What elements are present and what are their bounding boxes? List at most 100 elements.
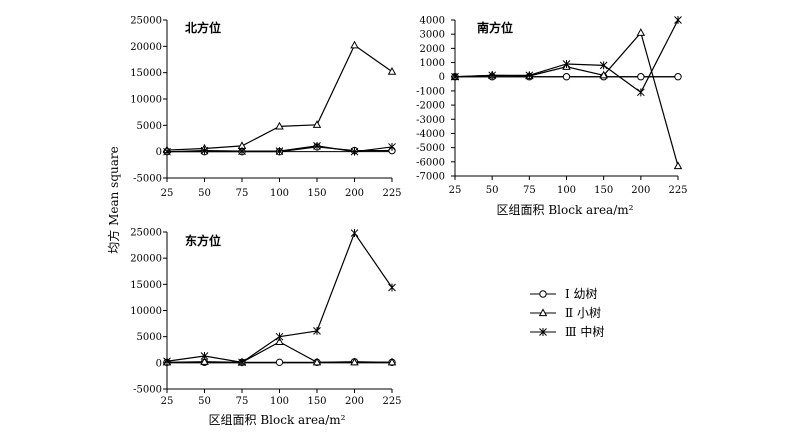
north-series-3-point-4 (313, 141, 321, 150)
legend: Ⅰ 幼树 Ⅱ 小树 Ⅲ 中树 (530, 286, 604, 339)
north-series-2-point-5 (350, 40, 359, 49)
south-series-3-point-5 (636, 88, 645, 97)
south-y-tick-label-5: -2000 (416, 101, 445, 112)
legend-label-3: Ⅲ 中树 (565, 324, 604, 339)
south-series-2-line (454, 31, 679, 167)
south-x-tick-label-4: 150 (594, 185, 613, 196)
south-y-tick-label-0: -7000 (416, 172, 445, 183)
y-axis-label: 均方 Mean square (106, 146, 121, 253)
north-x-tick-label-3: 100 (270, 188, 289, 199)
north-series-3-point-5 (350, 147, 359, 156)
south-y-tick-label-10: 3000 (420, 30, 445, 41)
legend-label-2: Ⅱ 小树 (565, 305, 601, 320)
east-x-tick-label-4: 150 (307, 396, 326, 407)
north-y-tick-label-5: 20000 (130, 42, 162, 53)
south-series-1-point-5 (637, 73, 645, 81)
north-x-tick-label-1: 50 (198, 188, 211, 199)
north-x-tick-label-4: 150 (307, 188, 326, 199)
north-series-2-point-4 (312, 120, 322, 128)
north-x-tick-label-5: 200 (345, 188, 364, 199)
north-series-3-point-2 (238, 147, 246, 156)
east-series-2-point-5 (350, 357, 359, 366)
panel-north: -5000 0 5000 10000 15000 20000 25000 25 50 75 100 1… (130, 16, 401, 200)
east-x-tick-label-2: 75 (236, 396, 249, 407)
x-axis-label-east: 区组面积 Block area/m² (209, 413, 346, 427)
east-y-tick-label-4: 15000 (130, 280, 162, 291)
east-series-2-point-1 (200, 357, 209, 365)
south-series-3-point-3 (562, 59, 571, 68)
legend-item-1: Ⅰ 幼树 (530, 286, 598, 301)
south-y-tick-label-11: 4000 (420, 16, 445, 27)
panel-east: -5000 0 5000 10000 15000 20000 25000 25 50 75 100 1… (130, 228, 401, 408)
east-series-1-point-3 (275, 358, 284, 367)
east-x-tick-label-6: 225 (382, 396, 401, 407)
south-x-tick-label-1: 50 (486, 185, 499, 196)
east-series-3-point-6 (388, 283, 396, 292)
east-x-tick-label-1: 50 (198, 396, 211, 407)
north-series-2-point-3 (275, 121, 284, 130)
south-series-1-point-3 (562, 73, 571, 81)
south-series-2-point-6 (673, 161, 683, 170)
east-series-3-point-0 (163, 357, 171, 366)
x-axis-label-south: 区组面积 Block area/m² (497, 203, 634, 217)
legend-item-2: Ⅱ 小树 (530, 305, 601, 320)
south-y-tick-label-3: -4000 (416, 129, 445, 140)
south-y-tick-label-8: 1000 (420, 58, 445, 69)
south-series-3-point-2 (525, 71, 534, 80)
south-series-3-point-4 (599, 61, 608, 70)
east-y-tick-label-2: 5000 (137, 332, 162, 343)
east-series-3-point-5 (350, 229, 359, 238)
north-y-tick-label-6: 25000 (130, 16, 162, 27)
east-x-tick-label-0: 25 (161, 396, 174, 407)
south-series-3-point-0 (451, 72, 459, 81)
east-series-3-point-3 (275, 332, 284, 341)
east-y-tick-label-1: 0 (156, 358, 162, 369)
east-series-3-point-4 (313, 326, 321, 335)
panel-south: -7000 -6000 -5000 -4000 -3000 -2000 -1000 0 1000… (416, 16, 687, 197)
legend-item-3: Ⅲ 中树 (530, 324, 604, 339)
north-x-tick-label-6: 225 (382, 188, 401, 199)
south-x-tick-label-3: 100 (557, 185, 576, 196)
east-y-tick-label-6: 25000 (130, 228, 162, 239)
north-y-tick-label-3: 10000 (130, 95, 162, 106)
east-x-tick-label-5: 200 (345, 396, 364, 407)
south-y-tick-label-4: -3000 (416, 115, 445, 126)
south-x-tick-label-6: 225 (668, 185, 687, 196)
south-x-tick-label-5: 200 (631, 185, 650, 196)
north-y-tick-label-0: -5000 (133, 174, 162, 185)
south-series-2-point-5 (636, 28, 646, 36)
east-y-tick-label-3: 10000 (130, 306, 162, 317)
south-y-tick-label-1: -6000 (416, 157, 445, 168)
south-y-tick-label-9: 2000 (420, 44, 445, 55)
east-series-2-point-6 (387, 357, 397, 366)
north-y-tick-label-1: 0 (156, 147, 162, 158)
legend-marker-2 (538, 308, 548, 317)
south-series-3-point-1 (488, 71, 497, 80)
north-series-3-point-3 (275, 147, 284, 156)
east-panel-title: 东方位 (185, 233, 221, 248)
north-series-2-line (166, 44, 393, 151)
north-series-3-point-1 (200, 146, 209, 155)
east-series-3-point-1 (200, 352, 209, 361)
south-y-tick-label-6: -1000 (416, 86, 445, 97)
east-series-2-point-4 (312, 357, 322, 366)
north-panel-title: 北方位 (185, 20, 221, 35)
north-y-tick-label-2: 5000 (137, 121, 162, 132)
legend-marker-1 (539, 290, 547, 298)
south-panel-title: 南方位 (477, 20, 513, 35)
south-x-tick-label-2: 75 (523, 185, 536, 196)
east-series-2-point-3 (275, 337, 284, 345)
north-series-3-point-6 (388, 142, 396, 151)
north-x-tick-label-2: 75 (236, 188, 249, 199)
south-y-tick-label-2: -5000 (416, 143, 445, 154)
south-y-tick-label-7: 0 (439, 72, 445, 83)
north-series-3-point-0 (163, 147, 171, 156)
south-series-3-point-6 (674, 16, 682, 24)
north-x-tick-label-0: 25 (161, 188, 174, 199)
legend-marker-3 (539, 328, 547, 336)
south-series-2-point-4 (599, 70, 608, 79)
east-x-tick-label-3: 100 (270, 396, 289, 407)
east-y-tick-label-5: 20000 (130, 254, 162, 265)
east-series-3-point-2 (238, 358, 246, 367)
